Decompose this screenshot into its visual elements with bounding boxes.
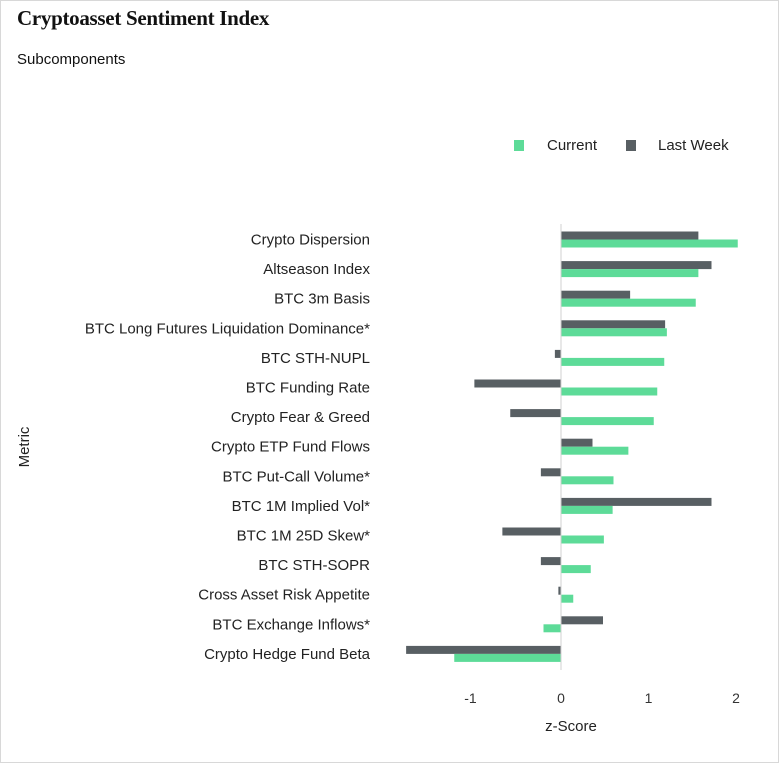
chart-subtitle: Subcomponents xyxy=(17,51,126,68)
bar-current xyxy=(561,298,696,307)
bar-current xyxy=(561,446,629,455)
category-label: BTC 1M Implied Vol* xyxy=(232,498,371,515)
legend-label-last-week: Last Week xyxy=(658,137,729,154)
category-label: Altseason Index xyxy=(263,261,370,278)
bar-last-week xyxy=(561,320,666,329)
category-label: BTC Funding Rate xyxy=(246,380,370,397)
bar-current xyxy=(561,594,574,603)
bar-last-week xyxy=(561,438,593,447)
legend-swatch-last-week xyxy=(626,140,636,151)
bar-current xyxy=(561,239,738,248)
bar-current xyxy=(561,328,667,337)
category-label: BTC STH-SOPR xyxy=(258,557,370,574)
bar-last-week xyxy=(406,645,561,654)
bar-current xyxy=(561,387,658,396)
x-tick-label: 1 xyxy=(645,690,653,706)
bar-last-week xyxy=(502,527,561,536)
x-axis-label: z-Score xyxy=(545,718,597,735)
bar-last-week xyxy=(561,290,631,299)
bar-current xyxy=(454,653,561,662)
category-label: BTC STH-NUPL xyxy=(261,350,370,367)
category-label: BTC 3m Basis xyxy=(274,291,370,308)
bar-last-week xyxy=(540,468,561,477)
bar-current xyxy=(561,269,699,278)
category-label: Crypto ETP Fund Flows xyxy=(211,439,370,456)
category-label: BTC Long Futures Liquidation Dominance* xyxy=(85,320,370,337)
bar-current xyxy=(561,357,665,366)
bar-last-week xyxy=(561,231,699,240)
category-label: Crypto Dispersion xyxy=(251,232,370,249)
category-labels: Crypto Dispersion Altseason Index BTC 3m B… xyxy=(85,232,371,663)
bar-current xyxy=(561,417,654,426)
category-label: Crypto Hedge Fund Beta xyxy=(204,646,371,663)
bar-current xyxy=(561,505,613,514)
legend: Current Last Week xyxy=(514,137,729,154)
bar-current xyxy=(561,476,614,485)
bar-current xyxy=(561,535,604,544)
bar-current xyxy=(561,565,591,574)
bar-last-week xyxy=(561,616,603,625)
bar-last-week xyxy=(561,261,712,270)
category-label: BTC Exchange Inflows* xyxy=(212,616,370,633)
legend-swatch-current xyxy=(514,140,524,151)
bars-group xyxy=(406,231,738,662)
bar-last-week xyxy=(510,409,561,418)
category-label: BTC Put-Call Volume* xyxy=(222,468,370,485)
y-axis-label: Metric xyxy=(16,426,33,467)
legend-label-current: Current xyxy=(547,137,598,154)
chart-title: Cryptoasset Sentiment Index xyxy=(17,6,270,30)
bar-last-week xyxy=(474,379,561,388)
bar-last-week xyxy=(561,497,712,506)
category-label: Crypto Fear & Greed xyxy=(231,409,370,426)
bar-current xyxy=(543,624,561,633)
x-tick-label: 2 xyxy=(732,690,740,706)
x-tick-label: 0 xyxy=(557,690,565,706)
category-label: BTC 1M 25D Skew* xyxy=(237,528,371,545)
bar-last-week xyxy=(554,349,561,358)
bar-last-week xyxy=(540,557,561,566)
bar-last-week xyxy=(558,586,561,595)
category-label: Cross Asset Risk Appetite xyxy=(198,587,370,604)
x-tick-label: -1 xyxy=(464,690,477,706)
x-tick-labels: -1 0 1 2 xyxy=(464,690,740,706)
